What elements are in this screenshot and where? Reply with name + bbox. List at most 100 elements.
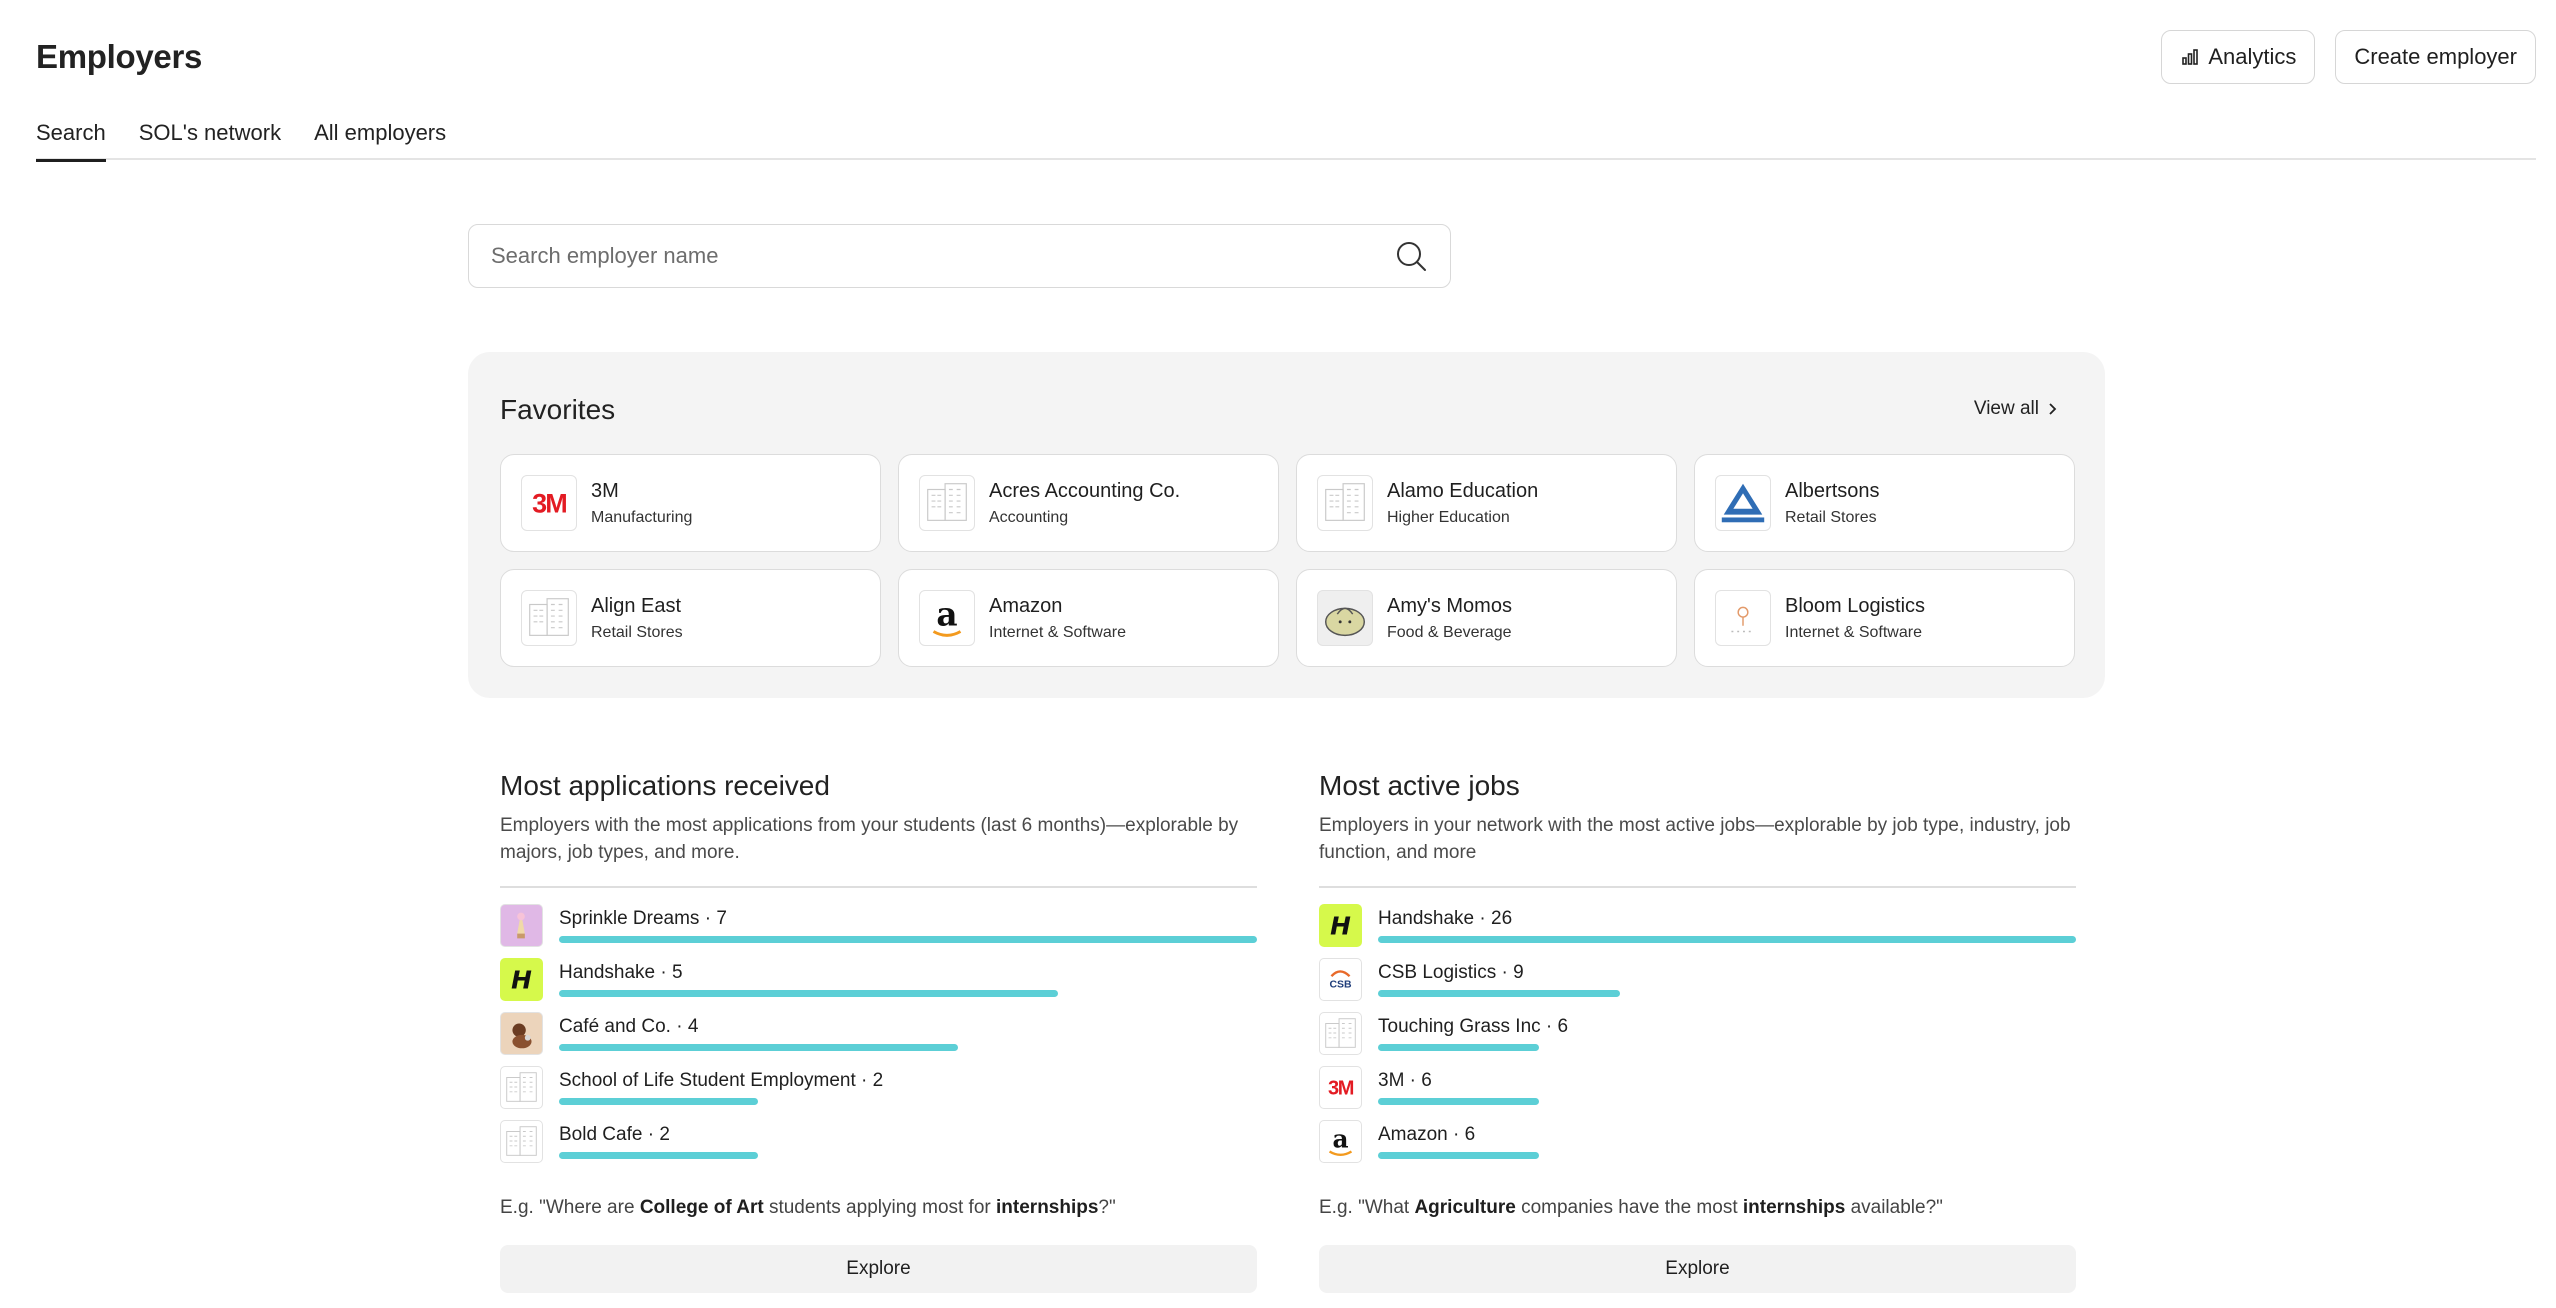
rank-body: Handshake · 26	[1378, 908, 2076, 943]
divider	[1319, 886, 2076, 888]
most-applications-section: Most applications received Employers wit…	[500, 770, 1257, 1293]
favorite-card-albertsons[interactable]: Albertsons Retail Stores	[1694, 454, 2075, 552]
csb-logo-icon: CSB	[1319, 957, 1362, 1001]
bloom-logo-icon	[1715, 590, 1771, 646]
amazon-logo-text: a	[1332, 1124, 1348, 1153]
example-text: E.g. "What	[1319, 1196, 1415, 1218]
example-highlight: internships	[1742, 1196, 1846, 1218]
favorite-text: Align East Retail Stores	[591, 595, 683, 642]
search-input[interactable]	[491, 243, 1394, 269]
favorites-panel: Favorites View all 3M 3M Manufacturing A…	[468, 352, 2105, 698]
amazon-logo-text: a	[936, 595, 957, 634]
rank-body: Bold Cafe · 2	[559, 1124, 1257, 1159]
favorite-text: Amazon Internet & Software	[989, 595, 1126, 642]
favorite-name: 3M	[591, 479, 619, 502]
example-text: companies have the most	[1515, 1196, 1743, 1218]
building-icon	[1317, 475, 1373, 531]
rank-body: Handshake · 5	[559, 962, 1257, 997]
favorite-card-3m[interactable]: 3M 3M Manufacturing	[500, 454, 881, 552]
handshake-logo-icon: H	[1319, 903, 1362, 947]
favorite-industry: Accounting	[989, 508, 1069, 526]
rank-row-cafe-and-co[interactable]: Café and Co. · 4	[500, 1011, 1257, 1055]
section-description: Employers with the most applications fro…	[500, 815, 1239, 863]
favorite-name: Amy's Momos	[1387, 594, 1512, 617]
bar-fill	[1378, 1151, 1540, 1159]
analytics-button-label: Analytics	[2208, 44, 2297, 69]
rank-row-school-of-life[interactable]: School of Life Student Employment · 2	[500, 1065, 1257, 1109]
tab-all-employers[interactable]: All employers	[314, 120, 447, 145]
bar-track	[559, 935, 1257, 943]
3m-logo-icon: 3M	[1319, 1065, 1362, 1109]
divider	[500, 886, 1257, 888]
favorite-text: Amy's Momos Food & Beverage	[1387, 595, 1512, 642]
building-icon	[919, 475, 975, 531]
example-text: students applying most for	[763, 1196, 997, 1218]
albertsons-logo-icon	[1715, 475, 1771, 531]
bar-track	[559, 989, 1257, 997]
rank-row-amazon[interactable]: a Amazon · 6	[1319, 1119, 2076, 1163]
bar-fill	[1378, 935, 2076, 943]
favorite-card-amys-momos[interactable]: Amy's Momos Food & Beverage	[1296, 569, 1677, 667]
section-title: Most active jobs	[1319, 770, 1520, 801]
analytics-button[interactable]: Analytics	[2161, 30, 2316, 84]
favorite-card-alamo-education[interactable]: Alamo Education Higher Education	[1296, 454, 1677, 552]
bar-fill	[559, 989, 1058, 997]
favorite-text: Alamo Education Higher Education	[1387, 480, 1538, 527]
rank-body: Sprinkle Dreams · 7	[559, 908, 1257, 943]
favorite-industry: Retail Stores	[591, 623, 683, 641]
search-icon[interactable]	[1394, 239, 1428, 273]
3m-logo-text: 3M	[1328, 1077, 1354, 1099]
chevron-right-icon	[2049, 403, 2057, 415]
favorite-text: Acres Accounting Co. Accounting	[989, 480, 1180, 527]
handshake-logo-text: H	[1330, 911, 1351, 940]
create-employer-button[interactable]: Create employer	[2335, 30, 2536, 84]
favorite-card-align-east[interactable]: Align East Retail Stores	[500, 569, 881, 667]
rank-body: Touching Grass Inc · 6	[1378, 1016, 2076, 1051]
favorite-text: Bloom Logistics Internet & Software	[1785, 595, 1925, 642]
amazon-logo-icon: a	[1319, 1119, 1362, 1163]
favorite-card-acres-accounting[interactable]: Acres Accounting Co. Accounting	[898, 454, 1279, 552]
explore-button[interactable]: Explore	[500, 1244, 1257, 1293]
rank-row-handshake[interactable]: H Handshake · 26	[1319, 903, 2076, 947]
rank-row-3m[interactable]: 3M 3M · 6	[1319, 1065, 2076, 1109]
rank-row-bold-cafe[interactable]: Bold Cafe · 2	[500, 1119, 1257, 1163]
favorite-industry: Internet & Software	[989, 623, 1126, 641]
rank-label: Amazon · 6	[1378, 1123, 1476, 1145]
rank-label: Sprinkle Dreams · 7	[559, 907, 727, 929]
rank-body: Amazon · 6	[1378, 1124, 2076, 1159]
explore-button[interactable]: Explore	[1319, 1244, 2076, 1293]
favorite-name: Alamo Education	[1387, 479, 1539, 502]
tab-sols-network[interactable]: SOL's network	[138, 120, 282, 145]
rank-row-sprinkle-dreams[interactable]: Sprinkle Dreams · 7	[500, 903, 1257, 947]
rank-row-handshake[interactable]: H Handshake · 5	[500, 957, 1257, 1001]
rank-label: Handshake · 26	[1378, 907, 1513, 929]
view-all-link[interactable]: View all	[1974, 398, 2057, 420]
csb-logo-text: CSB	[1329, 979, 1352, 990]
favorite-card-bloom-logistics[interactable]: Bloom Logistics Internet & Software	[1694, 569, 2075, 667]
example-text: E.g. "Where are	[500, 1196, 640, 1218]
tab-search[interactable]: Search	[36, 116, 106, 162]
favorite-name: Acres Accounting Co.	[989, 479, 1181, 502]
rank-body: 3M · 6	[1378, 1070, 2076, 1105]
bar-track	[559, 1151, 1257, 1159]
bar-fill	[1378, 1097, 1540, 1105]
header-actions: Analytics Create employer	[2161, 30, 2536, 84]
favorite-card-amazon[interactable]: a Amazon Internet & Software	[898, 569, 1279, 667]
section-title: Most applications received	[500, 770, 830, 801]
cafe-logo-icon	[500, 1011, 543, 1055]
sprinkle-logo-icon	[500, 903, 543, 947]
rank-list: H Handshake · 26 CSB CSB Logistics · 9 T…	[1319, 903, 2076, 1163]
view-all-label: View all	[1973, 398, 2039, 419]
example-query: E.g. "Where are College of Art students …	[500, 1197, 1257, 1219]
bar-fill	[1378, 989, 1620, 997]
favorites-grid: 3M 3M Manufacturing Acres Accounting Co.…	[500, 454, 2075, 667]
page-title: Employers	[36, 38, 203, 75]
rank-body: Café and Co. · 4	[559, 1016, 1257, 1051]
rank-row-csb-logistics[interactable]: CSB CSB Logistics · 9	[1319, 957, 2076, 1001]
favorite-industry: Food & Beverage	[1387, 623, 1512, 641]
rank-row-touching-grass[interactable]: Touching Grass Inc · 6	[1319, 1011, 2076, 1055]
bar-fill	[559, 935, 1257, 943]
favorite-industry: Internet & Software	[1785, 623, 1922, 641]
favorite-name: Bloom Logistics	[1785, 594, 1926, 617]
bar-track	[559, 1043, 1257, 1051]
